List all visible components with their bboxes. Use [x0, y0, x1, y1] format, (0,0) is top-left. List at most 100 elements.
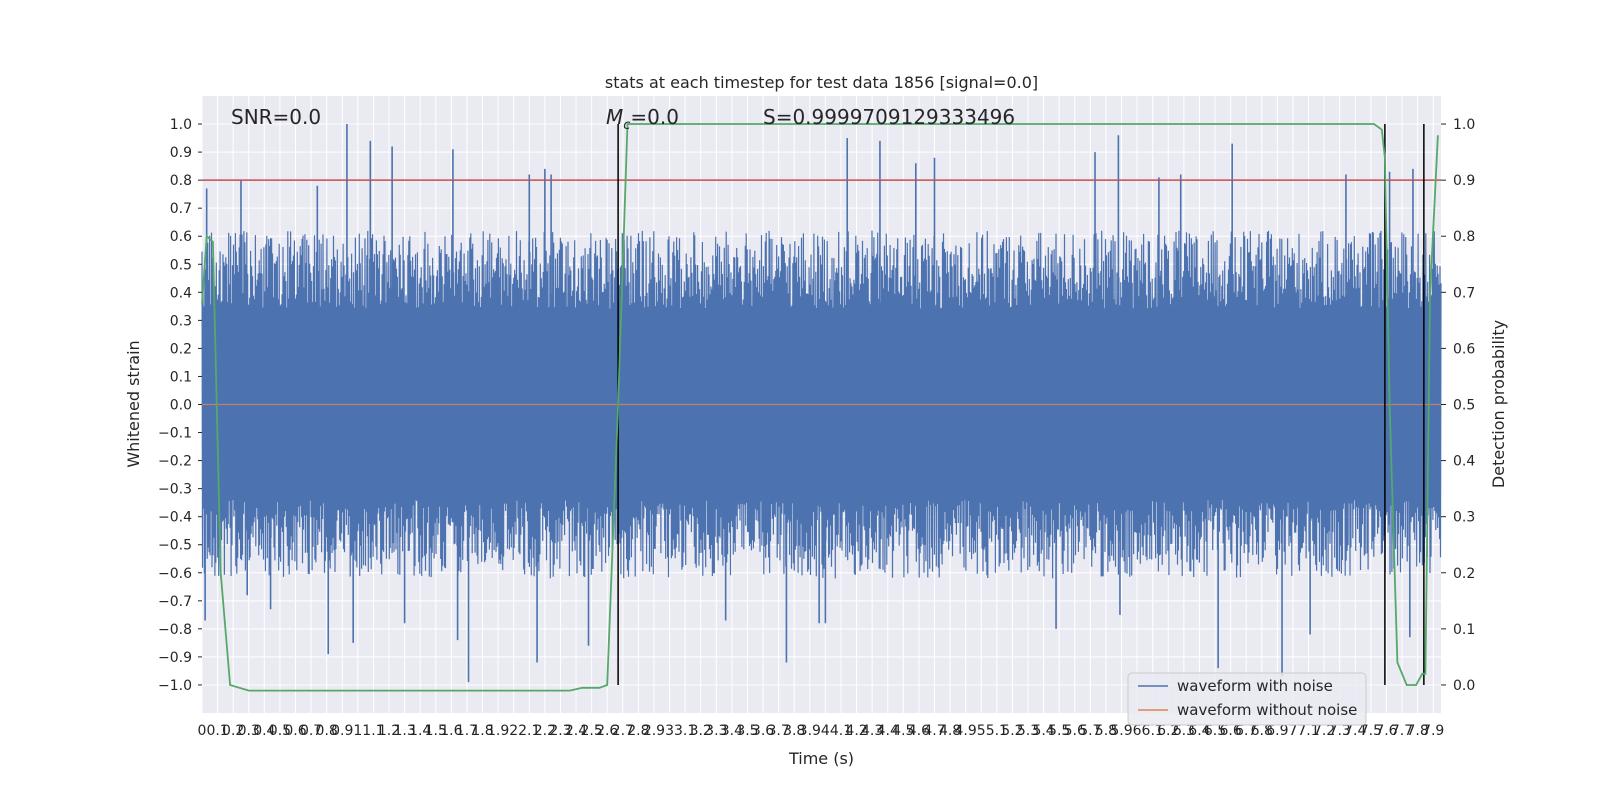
y-tick-label: −0.5 — [158, 538, 192, 554]
annotation-mc: Mc=0.0 — [606, 105, 679, 133]
x-tick-label: 6.8 — [1251, 723, 1273, 739]
annotation-snr: SNR=0.0 — [231, 105, 321, 129]
y2-tick-label: 0.5 — [1453, 398, 1475, 414]
x-tick-label: 6.3 — [1173, 723, 1195, 739]
legend-label-clean: waveform without noise — [1177, 701, 1357, 719]
x-tick-label: 6.6 — [1219, 723, 1241, 739]
x-tick-label: 3.6 — [752, 723, 774, 739]
x-tick-label: 7.4 — [1344, 723, 1366, 739]
x-tick-label: 0.7 — [300, 723, 322, 739]
x-tick-label: 7 — [1288, 723, 1297, 739]
x-tick-label: 0.5 — [269, 723, 291, 739]
x-tick-label: 2.2 — [534, 723, 556, 739]
x-tick-label: 1 — [353, 723, 362, 739]
x-tick-label: 0.2 — [222, 723, 244, 739]
x-tick-label: 3.3 — [705, 723, 727, 739]
x-tick-label: 5.5 — [1048, 723, 1070, 739]
x-tick-label: 7.8 — [1406, 723, 1428, 739]
y-tick-label: −0.7 — [158, 594, 192, 610]
x-tick-label: 7.5 — [1360, 723, 1382, 739]
y2-tick-label: 1.0 — [1453, 117, 1475, 133]
y-tick-label: −0.4 — [158, 510, 192, 526]
y-axis-label: Whitened strain — [124, 340, 143, 467]
x-tick-label: 4 — [821, 723, 830, 739]
x-tick-label: 2.3 — [549, 723, 571, 739]
y-tick-label: 0.1 — [170, 369, 192, 385]
x-tick-label: 2.4 — [565, 723, 587, 739]
x-tick-label: 2.7 — [612, 723, 634, 739]
x-tick-label: 5.6 — [1064, 723, 1086, 739]
y-tick-label: 0.4 — [170, 285, 192, 301]
y2-tick-label: 0.7 — [1453, 285, 1475, 301]
y-tick-label: 0.9 — [170, 145, 192, 161]
x-tick-label: 3.2 — [690, 723, 712, 739]
x-tick-label: 7.2 — [1313, 723, 1335, 739]
x-tick-label: 3.5 — [736, 723, 758, 739]
x-tick-label: 4.8 — [939, 723, 961, 739]
x-tick-label: 2.1 — [518, 723, 540, 739]
series-waveform-with-noise — [201, 124, 1442, 683]
y-tick-label: 0.8 — [170, 173, 192, 189]
x-tick-label: 1.7 — [456, 723, 478, 739]
x-tick-label: 2 — [509, 723, 518, 739]
x-tick-label: 1.2 — [378, 723, 400, 739]
x-tick-label: 6.4 — [1188, 723, 1210, 739]
x-tick-label: 6.1 — [1142, 723, 1164, 739]
x-tick-label: 7.9 — [1422, 723, 1444, 739]
y2-axis-label: Detection probability — [1489, 320, 1508, 488]
y2-tick-label: 0.0 — [1453, 678, 1475, 694]
x-tick-label: 7.6 — [1375, 723, 1397, 739]
y-tick-labels: −1.0 −0.9 −0.8 −0.7 −0.6 −0.5 −0.4 −0.3 −0.2 −0.1… — [158, 117, 202, 694]
x-tick-label: 0.4 — [253, 723, 275, 739]
y2-tick-label: 0.1 — [1453, 622, 1475, 638]
x-tick-label: 4.7 — [923, 723, 945, 739]
y2-tick-label: 0.3 — [1453, 510, 1475, 526]
legend-label-noise: waveform with noise — [1177, 677, 1333, 695]
y-tick-label: 0.5 — [170, 257, 192, 273]
annotation-mc-value: =0.0 — [630, 105, 679, 129]
x-tick-label: 3.8 — [783, 723, 805, 739]
x-tick-label: 0.6 — [284, 723, 306, 739]
y-tick-label: −0.1 — [158, 426, 192, 442]
annotation-mc-symbol: M — [606, 105, 623, 129]
x-tick-label: 4.2 — [845, 723, 867, 739]
x-tick-label: 5 — [977, 723, 986, 739]
y2-tick-label: 0.4 — [1453, 454, 1475, 470]
x-tick-label: 1.9 — [487, 723, 509, 739]
x-tick-label: 1.8 — [471, 723, 493, 739]
x-tick-label: 4.5 — [892, 723, 914, 739]
y-tick-label: −0.3 — [158, 482, 192, 498]
series-detection-probability — [201, 123, 1439, 692]
legend: waveform with noise waveform without noi… — [1127, 672, 1367, 726]
y-tick-label: 1.0 — [170, 117, 192, 133]
x-axis-label: Time (s) — [788, 749, 854, 768]
x-tick-label: 0.9 — [331, 723, 353, 739]
x-tick-label: 6.9 — [1266, 723, 1288, 739]
x-tick-label: 3.7 — [768, 723, 790, 739]
x-tick-label: 6.2 — [1157, 723, 1179, 739]
x-tick-label: 7.7 — [1391, 723, 1413, 739]
y-tick-label: 0.7 — [170, 201, 192, 217]
x-tick-label: 5.9 — [1110, 723, 1132, 739]
x-tick-label: 2.9 — [643, 723, 665, 739]
y-tick-label: 0.2 — [170, 341, 192, 357]
y-tick-label: −0.6 — [158, 566, 192, 582]
x-tick-label: 4.3 — [861, 723, 883, 739]
x-tick-label: 3 — [665, 723, 674, 739]
annotation-mc-subscript: c — [623, 118, 630, 133]
x-tick-label: 2.5 — [580, 723, 602, 739]
x-tick-label: 1.4 — [409, 723, 431, 739]
x-tick-label: 5.4 — [1032, 723, 1054, 739]
x-tick-label: 1.3 — [393, 723, 415, 739]
x-tick-label: 5.8 — [1095, 723, 1117, 739]
x-tick-label: 2.6 — [596, 723, 618, 739]
noise-trace — [201, 230, 1442, 579]
y-tick-label: 0.6 — [170, 229, 192, 245]
chart-title: stats at each timestep for test data 185… — [605, 73, 1038, 92]
y-tick-label: −0.9 — [158, 650, 192, 666]
x-tick-label: 3.4 — [721, 723, 743, 739]
x-tick-label: 2.8 — [627, 723, 649, 739]
x-tick-label: 0.1 — [206, 723, 228, 739]
x-tick-label: 4.6 — [908, 723, 930, 739]
